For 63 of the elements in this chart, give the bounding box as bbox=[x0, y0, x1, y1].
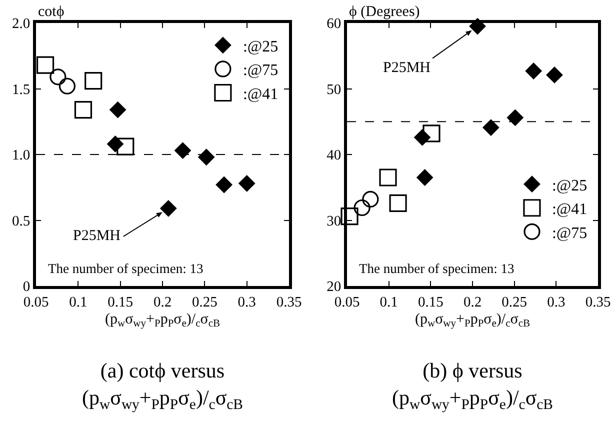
y-tick-label: 30 bbox=[326, 213, 342, 230]
y-tick-label: 40 bbox=[326, 148, 342, 164]
text: (p$_{w}$σ$_{wy}$+$_{P}$p$_{P}$σ$_{e}$)/$_{c}$σ$_{cB}$ bbox=[104, 311, 220, 330]
x-tick-label: 0.05 bbox=[23, 294, 49, 310]
y-tick-label: 0 bbox=[22, 279, 30, 296]
chart-title: (a) cotϕ versus (p$_{w}$σ$_{wy}$+$_{P}$p$_{P}$σ$_{e}$)/$_{c}$σ$_{cB}$ bbox=[82, 358, 243, 414]
point bbox=[160, 200, 177, 217]
x-tick-label: 0.35 bbox=[276, 294, 302, 310]
x-tick-label: 0.15 bbox=[108, 294, 134, 310]
point bbox=[109, 101, 126, 118]
point bbox=[422, 124, 440, 142]
legend-label: :@75 bbox=[552, 224, 588, 242]
point bbox=[389, 194, 407, 212]
x-tick-label: 0.2 bbox=[153, 294, 172, 310]
x-tick-label: 0.2 bbox=[463, 294, 482, 310]
x-tick-label: 0.3 bbox=[547, 294, 566, 310]
y-tick-label: 0.5 bbox=[12, 213, 30, 230]
annotation: The number of specimen: 13 bbox=[359, 261, 514, 276]
x-tick-label: 0.1 bbox=[69, 294, 88, 310]
point bbox=[238, 174, 256, 192]
annotation: The number of specimen: 13 bbox=[48, 261, 204, 276]
y-tick-label: 1.5 bbox=[12, 82, 30, 98]
x-tick-label: 0.35 bbox=[585, 294, 611, 310]
y-tick-label: 1.0 bbox=[12, 148, 30, 164]
point bbox=[50, 68, 66, 86]
point bbox=[506, 109, 524, 126]
point bbox=[58, 78, 76, 94]
text: (p$_{w}$σ$_{wy}$+$_{P}$p$_{P}$σ$_{e}$)/$_{c}$σ$_{cB}$ bbox=[414, 311, 530, 330]
point bbox=[482, 119, 500, 136]
x-tick-label: 0.15 bbox=[418, 294, 444, 310]
point bbox=[354, 199, 370, 216]
y-tick-label: 20 bbox=[326, 279, 342, 296]
point bbox=[74, 100, 92, 119]
annotation: P25MH bbox=[383, 60, 431, 76]
legend-label: :@41 bbox=[242, 86, 278, 103]
point bbox=[216, 176, 233, 194]
chart-title: (b) ϕ versus (p$_{w}$σ$_{wy}$+$_{P}$p$_{P}$σ$_{e}$)/$_{c}$σ$_{cB}$ bbox=[392, 358, 553, 414]
x-tick-label: 0.25 bbox=[502, 294, 528, 310]
point bbox=[36, 56, 54, 74]
point bbox=[379, 168, 397, 186]
legend-label: :@25 bbox=[242, 38, 278, 56]
point bbox=[546, 66, 563, 84]
y-tick-label: 2.0 bbox=[12, 16, 30, 32]
legend-label: :@41 bbox=[552, 201, 588, 218]
annotation: P25MH bbox=[73, 228, 121, 244]
x-tick-label: 0.1 bbox=[380, 294, 398, 310]
legend-label: :@75 bbox=[242, 62, 278, 80]
x-tick-label: 0.25 bbox=[192, 294, 218, 310]
y-tick-label: 60 bbox=[326, 16, 342, 32]
y-tick-label: 50 bbox=[326, 82, 342, 98]
y-axis-title: cotϕ bbox=[38, 4, 64, 20]
point bbox=[340, 208, 358, 226]
legend-label: :@25 bbox=[552, 177, 588, 194]
point bbox=[116, 138, 134, 156]
x-tick-label: 0.3 bbox=[238, 294, 256, 310]
point bbox=[84, 72, 102, 90]
x-tick-label: 0.05 bbox=[334, 294, 360, 310]
point bbox=[525, 62, 542, 80]
point bbox=[362, 190, 379, 208]
y-axis-title: ϕ (Degrees) bbox=[349, 4, 420, 20]
point bbox=[198, 148, 215, 166]
point bbox=[416, 169, 434, 186]
point bbox=[174, 142, 192, 160]
